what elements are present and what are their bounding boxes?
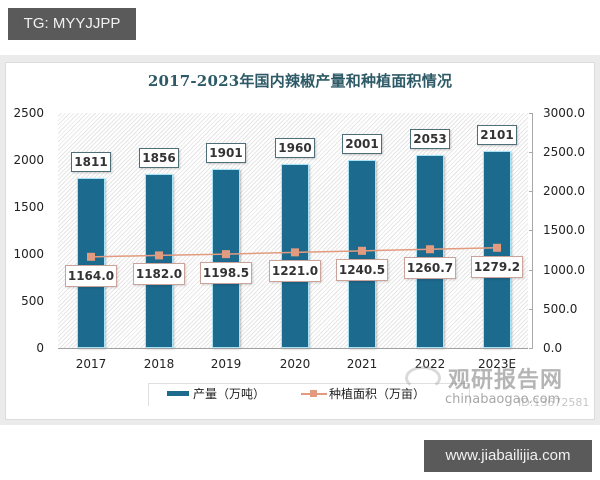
right-axis-line: [532, 113, 533, 349]
line-value-label: 1182.0: [133, 263, 185, 286]
right-tick-label: 2000.0: [543, 184, 585, 198]
line-value-label: 1279.2: [471, 255, 523, 278]
line-value-label: 1198.5: [200, 262, 252, 285]
x-tick-label: 2017: [75, 357, 107, 371]
right-tick: [529, 191, 533, 192]
bar: [145, 173, 173, 348]
bar: [281, 163, 309, 348]
right-tick: [529, 113, 533, 114]
left-tick-label: 2000: [13, 153, 44, 167]
watermark-id: ID:13672581: [518, 396, 590, 409]
right-tick: [529, 270, 533, 271]
x-tick-label: 2018: [143, 357, 175, 371]
watermark-logo-icon: [405, 366, 441, 390]
x-tick-label: 2020: [279, 357, 311, 371]
bar-value-label: 2001: [342, 133, 382, 154]
right-tick-label: 3000.0: [543, 106, 585, 120]
line-value-label: 1240.5: [336, 258, 388, 281]
left-tick-label: 0: [36, 341, 44, 355]
x-tick-label: 2019: [210, 357, 242, 371]
right-tick-label: 1000.0: [543, 263, 585, 277]
bar-value-label: 1856: [139, 147, 179, 168]
right-tick-label: 0.0: [543, 341, 563, 355]
left-tick-label: 500: [21, 294, 44, 308]
bar: [416, 155, 444, 348]
right-tick: [529, 309, 533, 310]
legend-square-marker-icon: [310, 390, 317, 397]
line-value-label: 1221.0: [269, 260, 321, 283]
x-tick-label: 2023E: [477, 357, 517, 371]
legend-item-production: 产量（万吨）: [193, 387, 266, 401]
right-tick: [529, 348, 533, 349]
bar-value-label: 2101: [477, 124, 517, 145]
bar: [348, 159, 376, 348]
left-tick-label: 1500: [13, 200, 44, 214]
right-tick-label: 1500.0: [543, 223, 585, 237]
line-value-label: 1260.7: [404, 257, 456, 280]
legend-bar-swatch-icon: [167, 391, 189, 396]
right-tick-label: 2500.0: [543, 145, 585, 159]
bottom-watermark-tag: www.jiabailijia.com: [424, 440, 592, 472]
right-tick: [529, 230, 533, 231]
bar: [483, 150, 511, 348]
left-tick-label: 1000: [13, 247, 44, 261]
right-tick-label: 500.0: [543, 302, 578, 316]
line-value-label: 1164.0: [65, 264, 117, 287]
top-watermark-tag: TG: MYYJJPP: [8, 8, 136, 40]
bar-value-label: 2053: [410, 129, 450, 150]
right-tick: [529, 152, 533, 153]
chart-title: 2017-2023年国内辣椒产量和种植面积情况: [147, 72, 453, 90]
x-tick-label: 2021: [346, 357, 378, 371]
bar-value-label: 1960: [275, 137, 315, 158]
legend-item-planting-area: 种植面积（万亩）: [329, 387, 426, 401]
bar: [77, 177, 105, 348]
chart-legend: 产量（万吨） 种植面积（万亩）: [148, 383, 470, 406]
bar-value-label: 1811: [71, 151, 111, 172]
left-tick-label: 2500: [13, 106, 44, 120]
x-axis-baseline: [58, 348, 528, 349]
watermark-cn: 观研报告网: [448, 368, 564, 393]
bar: [212, 169, 240, 348]
bar-value-label: 1901: [206, 143, 246, 164]
watermark-en: chinabaogao.com: [445, 392, 561, 407]
